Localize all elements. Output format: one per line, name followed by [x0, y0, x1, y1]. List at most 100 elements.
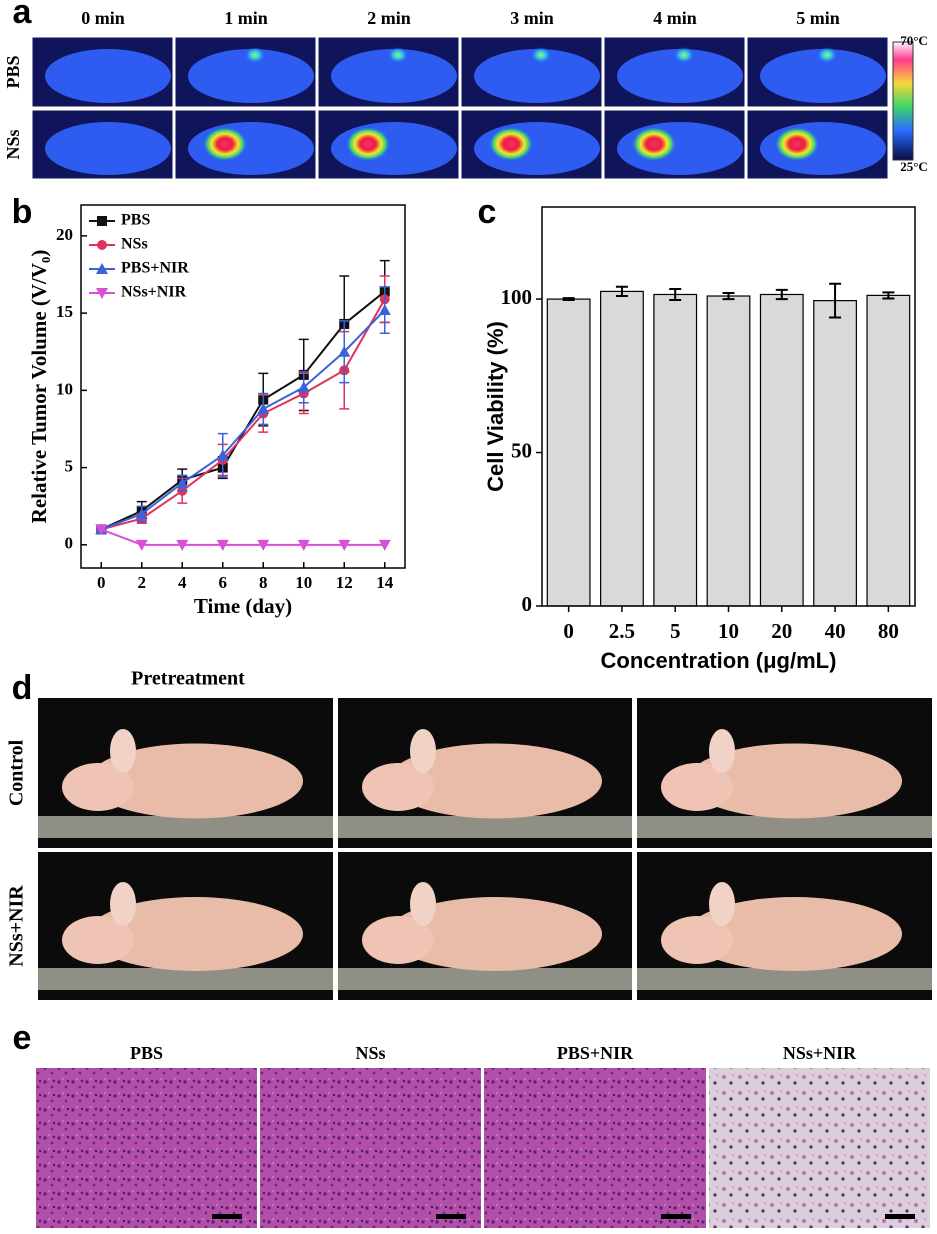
- color-scale: [892, 41, 914, 161]
- histology-image: [484, 1068, 706, 1228]
- mouse-silhouette: [474, 49, 600, 103]
- series-line: [100, 309, 386, 531]
- x-tick-label: 8: [259, 573, 268, 592]
- panel-label: c: [478, 193, 497, 231]
- x-tick-label: 10: [718, 619, 739, 643]
- y-tick-label: 15: [56, 302, 73, 321]
- histology-image: [36, 1068, 257, 1228]
- series-line: [100, 290, 386, 531]
- panel-label: b: [12, 193, 33, 231]
- panel-label: e: [13, 1019, 32, 1057]
- marker: [338, 539, 351, 551]
- scale-bar: [661, 1214, 691, 1219]
- mouse-ear: [110, 882, 136, 926]
- scale-min: 25°C: [900, 159, 928, 174]
- panel-label: a: [13, 0, 33, 31]
- marker: [297, 381, 310, 393]
- scale-bar: [436, 1214, 466, 1219]
- heat-spot: [388, 47, 408, 63]
- row-label: NSs: [3, 129, 23, 159]
- time-label: 1 min: [224, 8, 268, 28]
- mouse-silhouette: [45, 49, 171, 103]
- mouse-head: [661, 763, 733, 811]
- mouse: [88, 743, 303, 819]
- mouse-head: [62, 763, 134, 811]
- marker: [297, 539, 310, 551]
- error-bar: [615, 285, 628, 298]
- ruler: [338, 816, 632, 838]
- mouse-silhouette: [617, 49, 743, 103]
- y-tick-label: 0: [522, 592, 533, 616]
- ruler: [637, 968, 932, 990]
- ruler: [637, 816, 932, 838]
- row-label: Control: [6, 739, 28, 806]
- marker: [96, 263, 108, 274]
- mouse-silhouette: [331, 49, 457, 103]
- image-label: NSs+NIR: [783, 1043, 857, 1063]
- legend-label: NSs+NIR: [121, 284, 187, 301]
- mouse-silhouette: [188, 49, 314, 103]
- image-label: NSs: [355, 1043, 385, 1063]
- heat-spot: [346, 127, 390, 161]
- x-tick-label: 2: [138, 573, 147, 592]
- error-bar: [562, 297, 575, 301]
- row-label: NSs+NIR: [6, 885, 28, 967]
- bar: [759, 293, 804, 607]
- error-bar: [722, 291, 735, 301]
- y-axis-label: Relative Tumor Volume (V/V₀): [27, 250, 51, 524]
- y-tick-label: 50: [511, 438, 532, 462]
- mouse-head: [62, 916, 134, 964]
- ruler: [338, 968, 632, 990]
- marker: [176, 539, 189, 551]
- heat-spot: [674, 47, 694, 63]
- panel-label: d: [12, 669, 33, 707]
- x-tick-label: 0: [97, 573, 106, 592]
- row-label: PBS: [3, 55, 23, 88]
- mouse-head: [362, 916, 434, 964]
- marker: [135, 507, 148, 519]
- mouse-silhouette: [760, 49, 886, 103]
- mouse-ear: [709, 882, 735, 926]
- error-bar: [882, 291, 895, 300]
- mouse: [687, 897, 902, 971]
- marker: [97, 216, 107, 226]
- ruler: [38, 968, 333, 990]
- bar: [866, 294, 911, 607]
- error-bar: [669, 287, 682, 301]
- thermal-panel: 0 min 1 min 2 min 3 min 4 min 5 min PBS NSs 70°C…: [3, 8, 928, 180]
- mouse-ear: [709, 729, 735, 773]
- bar: [600, 290, 644, 607]
- ruler: [38, 816, 333, 838]
- marker: [378, 539, 391, 551]
- marker: [95, 524, 108, 536]
- mouse: [88, 897, 303, 971]
- x-tick-label: 5: [670, 619, 681, 643]
- mouse-ear: [410, 882, 436, 926]
- y-tick-label: 5: [65, 457, 74, 476]
- marker: [257, 402, 270, 414]
- charts: 0 5 10 15 20 0 2 4 6 8 10 12 14 Time (day) Relative Tu…: [27, 204, 916, 673]
- mouse-ear: [410, 729, 436, 773]
- series-line: [100, 298, 386, 531]
- bar: [653, 293, 698, 607]
- y-axis-label: Cell Viability (%): [483, 321, 508, 492]
- legend-label: NSs: [121, 236, 148, 253]
- bar: [706, 295, 751, 607]
- x-tick-label: 14: [376, 573, 394, 592]
- x-tick-label: 0: [563, 619, 574, 643]
- error-bar: [829, 282, 842, 319]
- heat-spot: [245, 47, 265, 63]
- histology-image: [260, 1068, 481, 1228]
- column-title: Pretreatment: [131, 668, 245, 690]
- marker: [378, 304, 391, 316]
- marker: [96, 288, 108, 299]
- time-label: 3 min: [510, 8, 554, 28]
- mouse-ear: [110, 729, 136, 773]
- histology-image: [709, 1068, 930, 1228]
- mouse: [687, 743, 902, 819]
- y-tick-label: 20: [56, 225, 73, 244]
- x-tick-label: 4: [178, 573, 187, 592]
- marker: [135, 539, 148, 551]
- heat-spot: [817, 47, 837, 63]
- mouse-head: [362, 763, 434, 811]
